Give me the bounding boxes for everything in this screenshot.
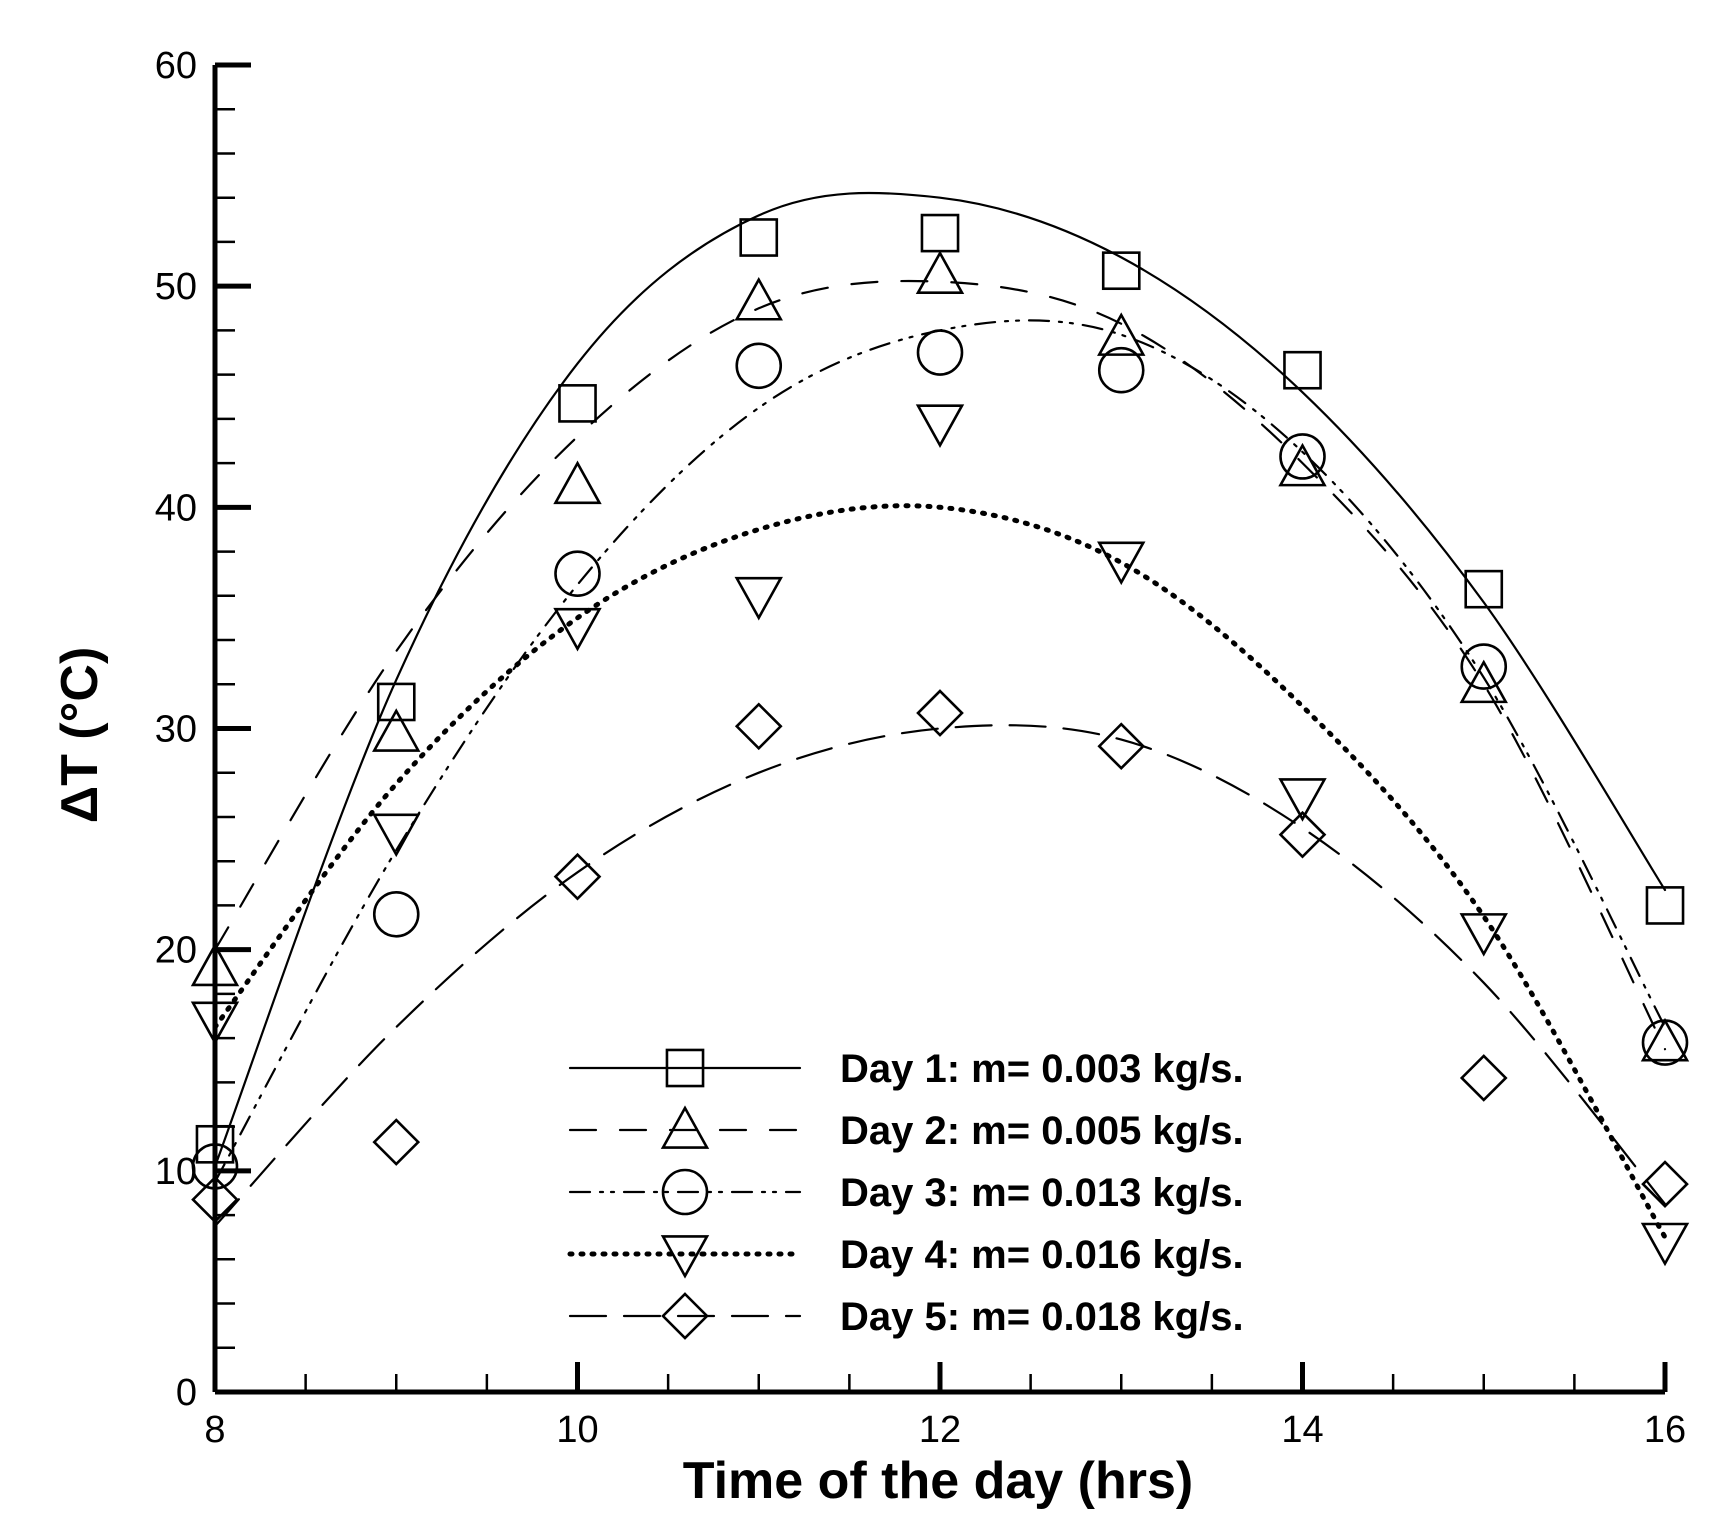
legend-marker-series-3 xyxy=(661,1168,709,1216)
legend-label-series-3: Day 3: m= 0.013 kg/s. xyxy=(840,1171,1244,1215)
data-point-series-1 xyxy=(1101,251,1141,291)
data-point-series-5 xyxy=(916,689,964,737)
data-point-series-5 xyxy=(1641,1160,1689,1208)
legend-label-series-4: Day 4: m= 0.016 kg/s. xyxy=(840,1233,1244,1277)
data-markers xyxy=(190,213,1690,1267)
fit-line-series-2 xyxy=(213,279,1667,1051)
y-tick-label: 0 xyxy=(176,1372,197,1414)
data-point-series-2 xyxy=(1097,312,1146,356)
legend-marker-series-2 xyxy=(660,1105,710,1149)
data-point-series-4 xyxy=(1097,541,1146,586)
data-point-series-4 xyxy=(915,404,965,448)
data-point-series-3 xyxy=(1279,433,1326,480)
data-point-series-1 xyxy=(558,384,597,423)
legend: Day 1: m= 0.003 kg/s. Day 2: m= 0.005 kg/… xyxy=(567,1047,1244,1340)
data-point-series-3 xyxy=(1097,346,1145,394)
x-axis-title: Time of the day (hrs) xyxy=(683,1452,1193,1510)
data-point-series-3 xyxy=(191,1143,239,1190)
legend-marker-series-4 xyxy=(660,1235,710,1279)
data-point-series-4 xyxy=(190,1001,240,1046)
data-point-series-1 xyxy=(195,1124,235,1164)
data-point-series-3 xyxy=(372,890,420,938)
data-point-series-1 xyxy=(739,218,779,257)
fit-line-series-5 xyxy=(213,724,1667,1228)
data-point-series-5 xyxy=(1459,1054,1508,1102)
data-point-series-1 xyxy=(1464,569,1504,609)
x-tick-label: 8 xyxy=(204,1409,225,1451)
data-point-series-2 xyxy=(1278,442,1327,487)
data-point-series-4 xyxy=(734,576,783,621)
data-point-series-5 xyxy=(553,852,602,901)
data-point-series-1 xyxy=(1645,886,1685,925)
legend-label-series-5: Day 5: m= 0.018 kg/s. xyxy=(840,1295,1244,1339)
data-point-series-2 xyxy=(734,276,783,321)
data-point-series-5 xyxy=(372,1118,421,1166)
data-point-series-4 xyxy=(372,813,421,858)
data-point-series-2 xyxy=(915,250,965,295)
fit-lines xyxy=(212,191,1668,1240)
y-tick-label: 30 xyxy=(155,709,197,751)
data-point-series-5 xyxy=(191,1175,239,1224)
fit-line-series-1 xyxy=(213,191,1667,1168)
legend-marker-series-1 xyxy=(665,1048,705,1088)
data-point-series-2 xyxy=(1459,659,1508,704)
x-tick-label: 16 xyxy=(1644,1409,1686,1451)
data-point-series-4 xyxy=(1278,778,1327,822)
x-tick-label: 10 xyxy=(556,1409,598,1451)
data-point-series-3 xyxy=(1641,1019,1689,1066)
data-point-series-2 xyxy=(190,942,240,987)
data-point-series-3 xyxy=(554,550,601,597)
y-tick-label: 10 xyxy=(155,1151,197,1193)
data-point-series-2 xyxy=(553,460,602,505)
data-point-series-5 xyxy=(1097,722,1146,771)
x-tick-label: 12 xyxy=(919,1409,961,1451)
legend-label-series-2: Day 2: m= 0.005 kg/s. xyxy=(840,1109,1244,1153)
y-tick-label: 20 xyxy=(155,930,197,972)
data-point-series-5 xyxy=(1278,810,1327,859)
data-point-series-4 xyxy=(1640,1222,1690,1267)
y-axis-title: ΔT (°C) xyxy=(51,647,109,824)
y-tick-label: 50 xyxy=(155,266,197,308)
axes: 8 10 12 14 16 0 10 20 30 40 50 60 xyxy=(155,45,1686,1451)
data-point-series-5 xyxy=(734,702,783,751)
fit-line-series-4 xyxy=(212,503,1668,1240)
data-point-series-3 xyxy=(916,329,964,376)
data-point-series-4 xyxy=(1459,913,1508,957)
data-point-series-1 xyxy=(376,682,416,722)
data-point-series-1 xyxy=(1283,350,1322,390)
legend-marker-series-5 xyxy=(661,1292,709,1340)
data-point-series-2 xyxy=(1640,1017,1690,1062)
x-tick-label: 14 xyxy=(1281,1409,1323,1451)
data-point-series-2 xyxy=(372,708,421,752)
legend-label-series-1: Day 1: m= 0.003 kg/s. xyxy=(840,1047,1244,1091)
data-point-series-4 xyxy=(553,607,602,652)
data-point-series-3 xyxy=(735,342,783,390)
y-tick-label: 60 xyxy=(155,45,197,87)
data-point-series-3 xyxy=(1460,643,1508,690)
y-tick-label: 40 xyxy=(155,487,197,529)
